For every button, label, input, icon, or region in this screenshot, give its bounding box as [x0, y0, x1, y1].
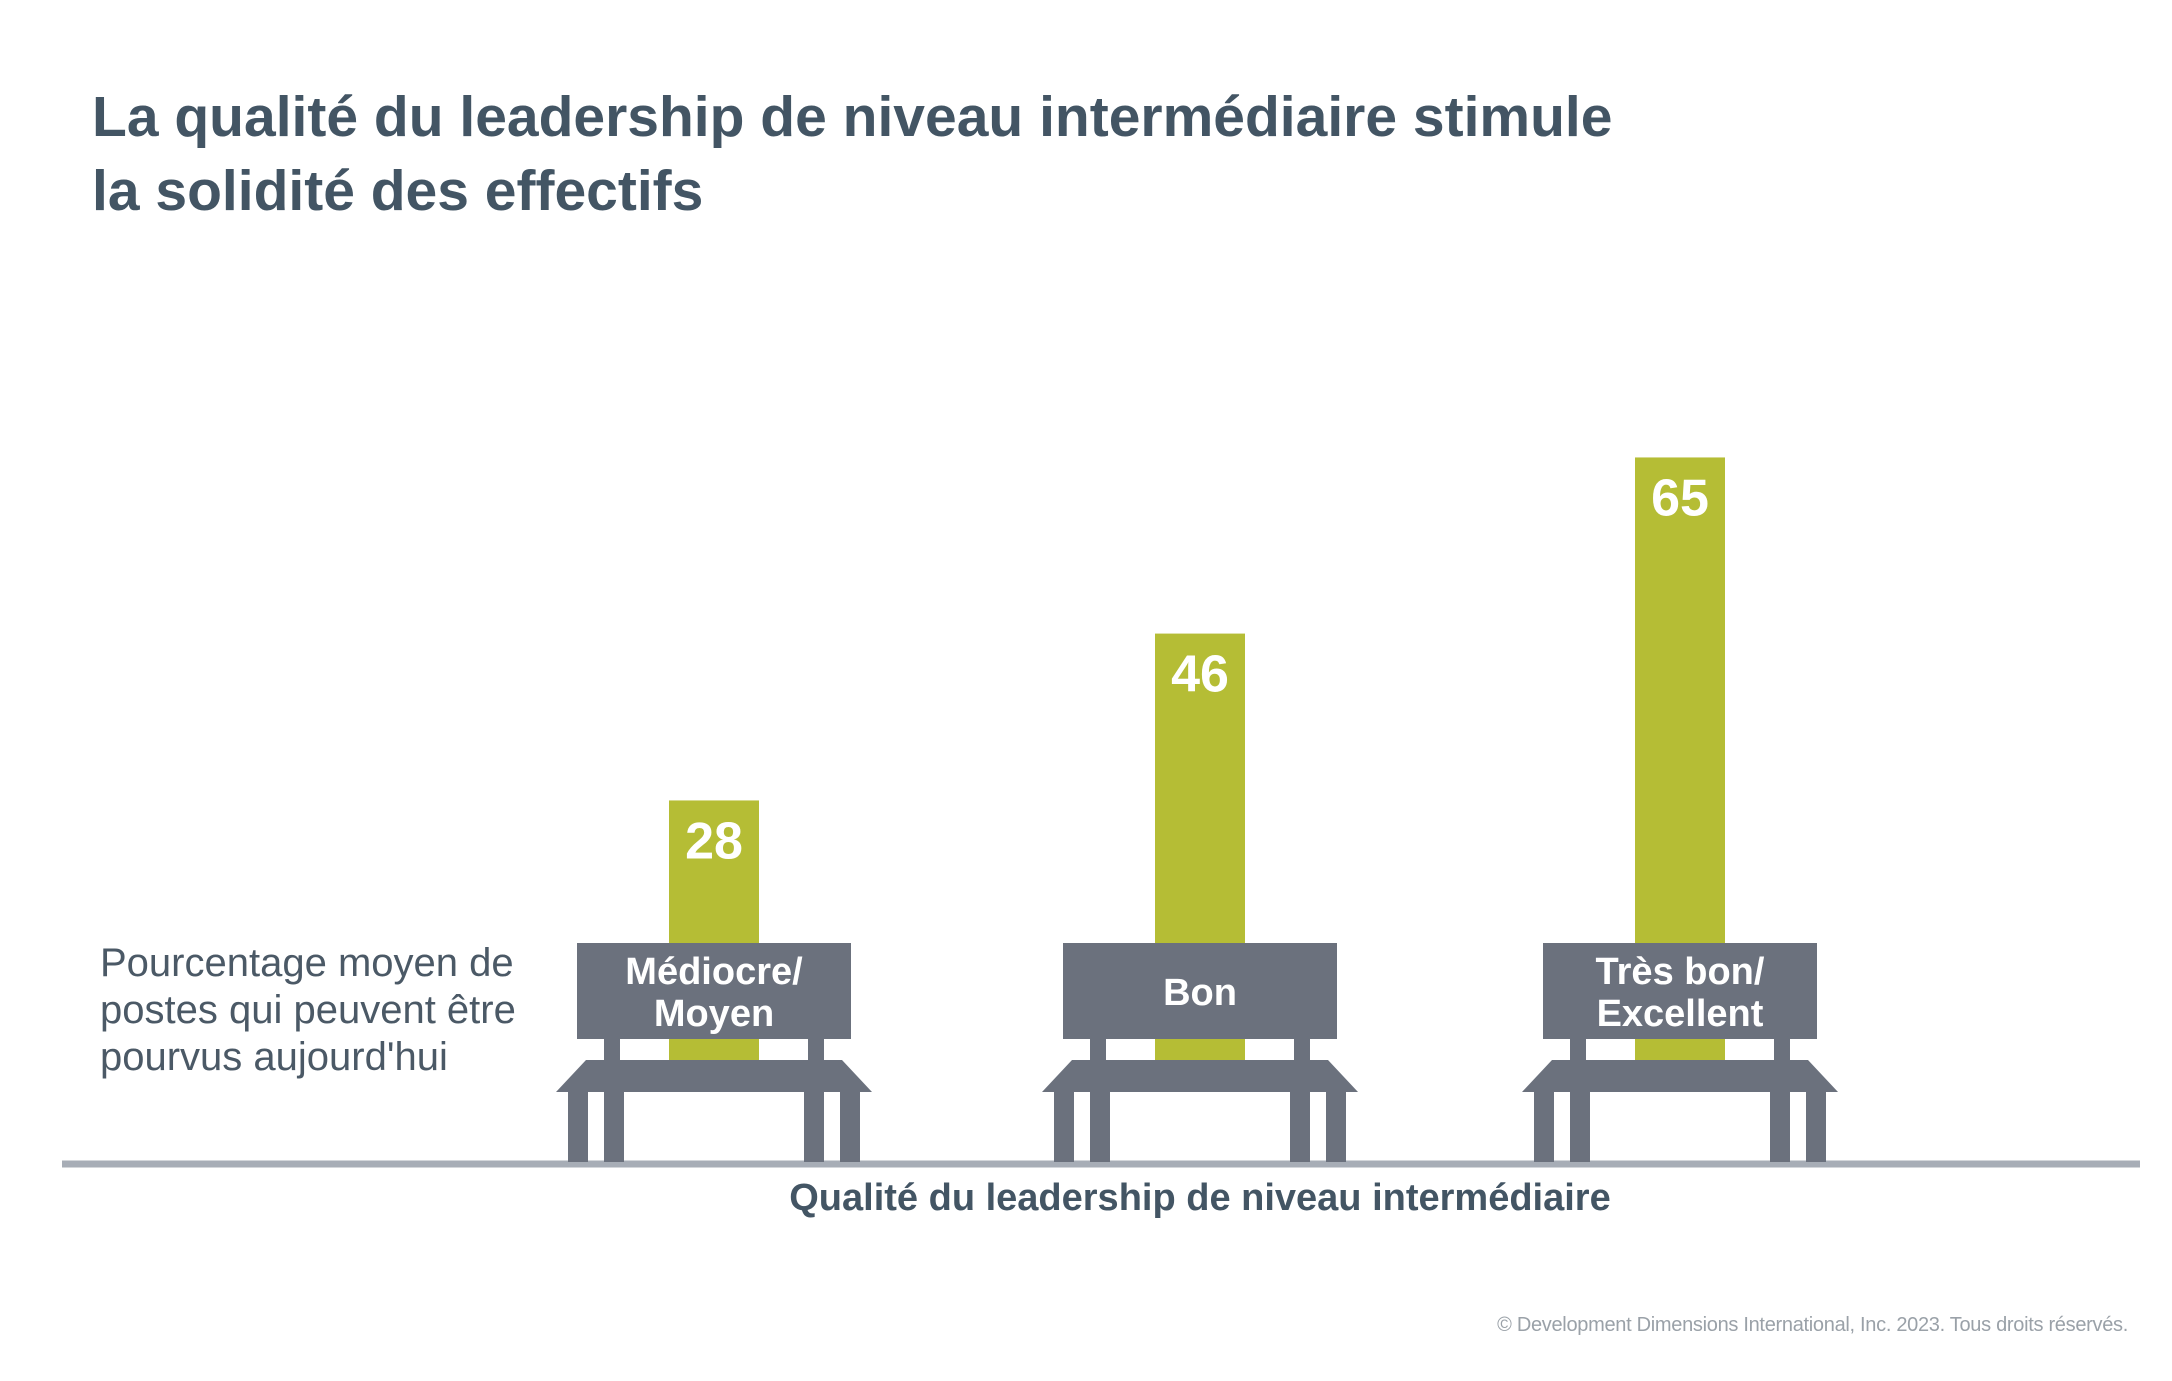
category-label: Très bon/ — [1596, 951, 1765, 993]
bar-group: 65 Très bon/Excellent — [1522, 457, 1838, 1162]
chart-title: La qualité du leadership de niveau inter… — [92, 80, 1992, 228]
bar-value-label: 46 — [1171, 646, 1229, 704]
x-axis-label: Qualité du leadership de niveau interméd… — [789, 1177, 1611, 1219]
category-label: Bon — [1163, 972, 1237, 1014]
bench-icon — [556, 943, 872, 1162]
category-label: Excellent — [1597, 993, 1764, 1035]
bench-icon — [1522, 943, 1838, 1162]
copyright-footer: © Development Dimensions International, … — [1497, 1314, 2128, 1336]
y-axis-label-line-2: postes qui peuvent être — [100, 988, 516, 1032]
bar-group: 28 Médiocre/Moyen — [556, 800, 872, 1162]
category-label: Médiocre/ — [625, 951, 803, 993]
bench-icon — [1042, 943, 1358, 1162]
category-label: Moyen — [654, 993, 774, 1035]
bar-value-label: 28 — [685, 812, 743, 870]
bar-value-label: 65 — [1651, 469, 1709, 527]
y-axis-label-line-3: pourvus aujourd'hui — [100, 1035, 448, 1079]
title-line-1: La qualité du leadership de niveau inter… — [92, 85, 1613, 149]
title-line-2: la solidité des effectifs — [92, 159, 704, 223]
y-axis-label-line-1: Pourcentage moyen de — [100, 941, 514, 985]
bar-group: 46 Bon — [1042, 633, 1358, 1162]
y-axis-label: Pourcentage moyen de postes qui peuvent … — [100, 940, 570, 1081]
